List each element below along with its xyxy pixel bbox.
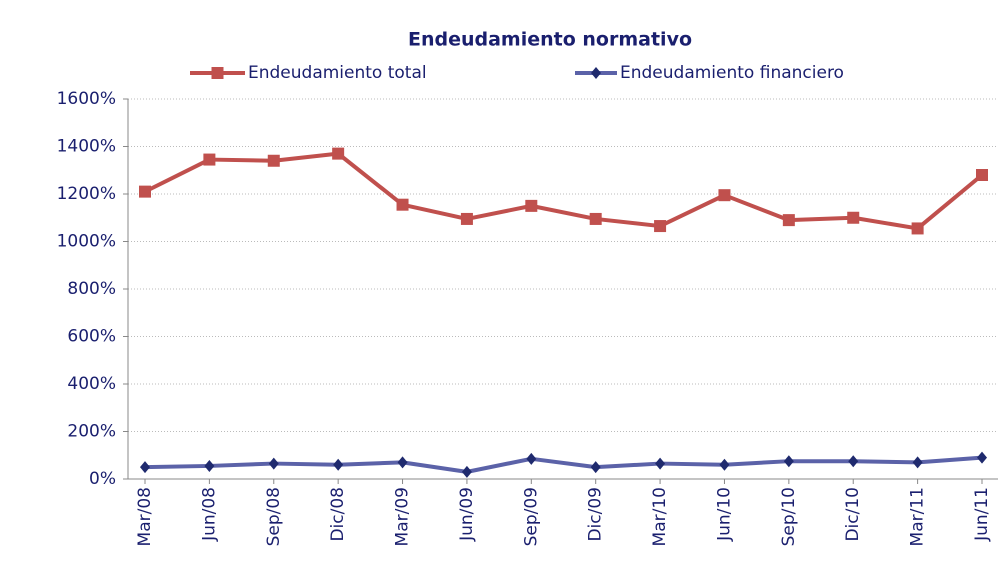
data-point xyxy=(268,457,279,470)
series-line xyxy=(144,455,983,474)
data-point xyxy=(719,458,730,471)
data-point xyxy=(718,189,731,202)
data-point xyxy=(396,198,409,211)
x-tick-label: Mar/10 xyxy=(650,487,670,546)
x-tick-label: Mar/11 xyxy=(908,487,928,546)
x-tick-label: Jun/09 xyxy=(457,487,477,542)
y-tick-label: 400% xyxy=(67,374,116,394)
x-tick-label: Jun/11 xyxy=(972,487,992,542)
data-point xyxy=(397,456,408,469)
x-tick-label: Jun/10 xyxy=(714,487,734,542)
x-tick-label: Mar/09 xyxy=(393,487,413,546)
data-point xyxy=(977,451,987,464)
data-point xyxy=(526,452,537,465)
x-tick-label: Sep/09 xyxy=(521,487,541,546)
data-point xyxy=(848,455,859,468)
data-point xyxy=(461,465,472,478)
data-point xyxy=(782,214,795,227)
y-tick-label: 800% xyxy=(67,279,116,299)
data-point xyxy=(654,220,667,233)
data-point xyxy=(655,457,666,470)
data-point xyxy=(139,185,151,198)
data-point xyxy=(783,455,794,468)
data-point xyxy=(847,211,860,224)
y-tick-label: 1600% xyxy=(57,89,116,109)
y-tick-label: 1000% xyxy=(57,232,116,252)
legend-marker xyxy=(211,67,224,79)
series-line xyxy=(144,151,984,231)
chart-title: Endeudamiento normativo xyxy=(408,29,692,51)
data-point xyxy=(525,199,538,212)
x-tick-label: Mar/08 xyxy=(135,487,155,546)
legend-marker xyxy=(591,67,601,79)
y-tick-label: 200% xyxy=(67,422,116,442)
data-point xyxy=(332,147,345,160)
x-tick-label: Sep/08 xyxy=(264,487,284,546)
data-point xyxy=(911,222,924,235)
x-tick-label: Dic/09 xyxy=(586,487,606,542)
x-tick-label: Sep/10 xyxy=(779,487,799,546)
data-point xyxy=(333,458,344,471)
data-point xyxy=(590,461,601,474)
y-tick-label: 0% xyxy=(89,469,116,489)
y-tick-label: 600% xyxy=(67,327,116,347)
legend-label: Endeudamiento financiero xyxy=(620,63,844,83)
data-point xyxy=(976,169,988,181)
y-tick-label: 1400% xyxy=(57,137,116,157)
data-point xyxy=(140,461,150,474)
data-point xyxy=(204,459,215,472)
data-point xyxy=(589,212,602,225)
legend-label: Endeudamiento total xyxy=(248,63,427,83)
x-tick-label: Dic/10 xyxy=(843,487,863,542)
x-tick-label: Jun/08 xyxy=(199,487,219,542)
data-point xyxy=(203,153,216,166)
data-point xyxy=(460,212,473,225)
data-point xyxy=(912,456,923,469)
y-tick-label: 1200% xyxy=(57,184,116,204)
data-point xyxy=(267,154,280,167)
x-tick-label: Dic/08 xyxy=(328,487,348,542)
